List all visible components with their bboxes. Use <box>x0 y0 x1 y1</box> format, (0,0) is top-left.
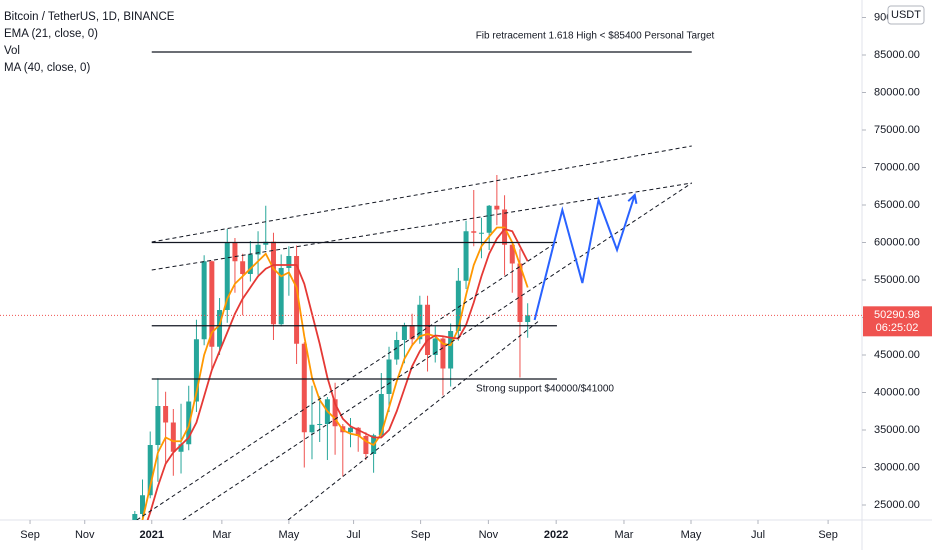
x-tick-label: May <box>681 529 702 541</box>
candle-body <box>455 280 461 331</box>
currency-label[interactable]: USDT <box>891 9 921 21</box>
candle-body <box>178 444 184 452</box>
legend-entry: MA (40, close, 0) <box>4 62 90 74</box>
x-tick-label: Mar <box>614 529 633 541</box>
x-tick-label: Nov <box>75 529 95 541</box>
candle-body <box>286 255 292 268</box>
candle-body <box>494 205 500 210</box>
y-tick-label: 25000.00 <box>874 499 920 511</box>
arrow-head <box>627 193 638 205</box>
price-label: 50290.98 <box>874 309 920 321</box>
candle-body <box>132 514 138 520</box>
candle-body <box>201 261 207 340</box>
candle-body <box>401 324 407 340</box>
x-tick-label: Sep <box>818 529 838 541</box>
candle-body <box>170 422 176 452</box>
x-tick-label: Nov <box>479 529 499 541</box>
candle-body <box>363 435 369 454</box>
trendline <box>151 145 692 243</box>
x-tick-label: Sep <box>20 529 40 541</box>
candle-body <box>409 324 415 340</box>
candle-body <box>471 231 477 233</box>
candle-body <box>425 304 431 355</box>
currency-button <box>887 5 925 25</box>
candle-body <box>486 205 492 233</box>
annotation: Strong support $40000/$41000 <box>476 384 614 395</box>
candle-body <box>332 399 338 427</box>
candle-body <box>294 255 300 344</box>
price-tag <box>863 306 932 337</box>
y-tick-label: 35000.00 <box>874 424 920 436</box>
candle-body <box>394 339 400 360</box>
y-tick-label: 80000.00 <box>874 86 920 98</box>
x-tick-label: Sep <box>411 529 431 541</box>
x-tick-label: Jul <box>751 529 765 541</box>
candle-body <box>517 263 523 322</box>
y-tick-label: 30000.00 <box>874 461 920 473</box>
candle-body <box>163 405 169 423</box>
candle-body <box>232 242 238 262</box>
y-tick-label: 60000.00 <box>874 236 920 248</box>
y-tick-label: 40000.00 <box>874 386 920 398</box>
legend-entry: Vol <box>4 45 20 57</box>
trendline <box>136 243 555 520</box>
candle-body <box>386 359 392 394</box>
trendline <box>151 182 692 271</box>
candle-body <box>478 232 484 234</box>
projection-path <box>533 194 636 321</box>
y-tick-label: 85000.00 <box>874 49 920 61</box>
candle-body <box>140 495 146 514</box>
candle-body <box>348 427 354 433</box>
candle-body <box>440 338 446 369</box>
candle-body <box>155 405 161 445</box>
candle-body <box>209 261 215 347</box>
y-tick-label: 70000.00 <box>874 161 920 173</box>
trendline <box>182 182 693 520</box>
candle-body <box>432 338 438 355</box>
indicator-line <box>141 226 529 520</box>
y-tick-label: 55000.00 <box>874 274 920 286</box>
x-tick-label: 2022 <box>544 529 568 541</box>
candle-body <box>463 231 469 281</box>
overlay: Bitcoin / TetherUS, 1D, BINANCE EMA (21,… <box>4 5 932 395</box>
plot-area <box>0 51 862 520</box>
candle-body <box>509 244 515 264</box>
candle-body <box>224 242 230 310</box>
candle-body <box>417 304 423 340</box>
candle-body <box>378 393 384 436</box>
candle-body <box>240 261 246 274</box>
candle-body <box>355 427 361 436</box>
candle-body <box>263 241 269 245</box>
candle-body <box>193 339 199 402</box>
x-tick-label: May <box>278 529 299 541</box>
legend-entry: EMA (21, close, 0) <box>4 28 98 40</box>
y-tick-label: 65000.00 <box>874 199 920 211</box>
candle-body <box>270 241 276 325</box>
candle-body <box>255 244 261 255</box>
chart-title: Bitcoin / TetherUS, 1D, BINANCE <box>4 11 175 23</box>
countdown: 06:25:02 <box>876 322 919 334</box>
candle-body <box>301 343 307 433</box>
candle-body <box>309 424 315 433</box>
annotation: Fib retracement 1.618 High < $85400 Pers… <box>476 31 715 42</box>
candle-body <box>247 254 253 274</box>
indicator-line <box>146 227 529 520</box>
x-tick-label: 2021 <box>140 529 164 541</box>
candle-body <box>147 444 153 496</box>
candle-body <box>448 330 454 369</box>
x-tick-label: Mar <box>212 529 231 541</box>
candle-body <box>317 423 323 425</box>
y-tick-label: 75000.00 <box>874 124 920 136</box>
y-tick-label: 45000.00 <box>874 349 920 361</box>
trendline <box>287 319 541 520</box>
candle-body <box>217 309 223 347</box>
candle-body <box>525 315 531 322</box>
x-tick-label: Jul <box>347 529 361 541</box>
candle-body <box>278 267 284 325</box>
